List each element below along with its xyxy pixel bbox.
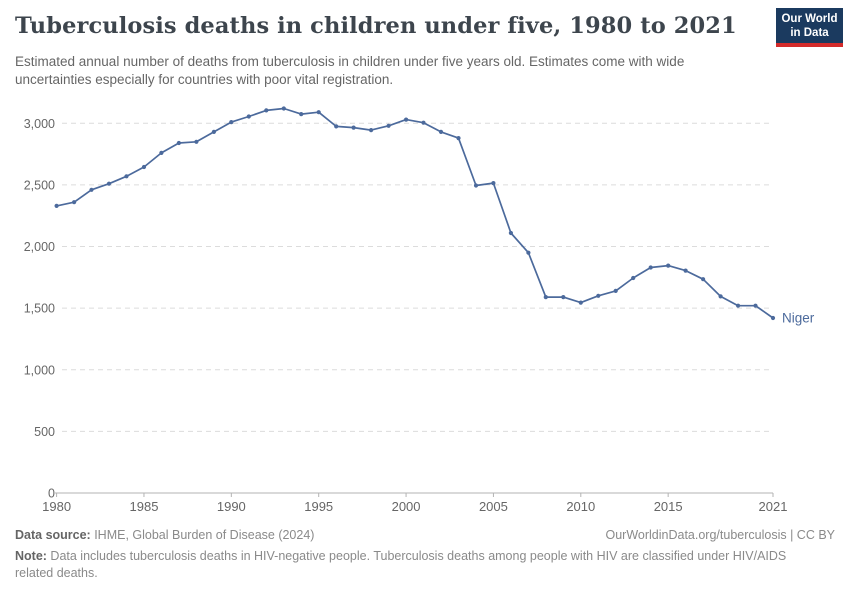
data-point[interactable]	[299, 112, 304, 117]
y-tick-label: 1,000	[24, 363, 55, 377]
owid-logo-line1: Our World	[781, 13, 838, 25]
owid-logo[interactable]: Our World in Data	[776, 8, 843, 47]
data-point[interactable]	[124, 174, 129, 179]
x-axis: 1980 1985 1990 1995 2000 2005 2010 2015 2021	[42, 493, 787, 514]
chart-note: Note: Data includes tuberculosis deaths …	[15, 548, 825, 582]
data-points	[54, 106, 776, 321]
data-point[interactable]	[578, 300, 583, 305]
x-tick-label: 2005	[479, 499, 508, 514]
data-point[interactable]	[386, 123, 391, 128]
data-point[interactable]	[561, 295, 566, 300]
chart-footer: Data source: IHME, Global Burden of Dise…	[15, 527, 835, 582]
data-point[interactable]	[106, 181, 112, 186]
y-tick-label: 1,500	[24, 302, 55, 316]
note-label: Note:	[15, 549, 47, 563]
data-point[interactable]	[54, 203, 59, 208]
x-tick-label: 2010	[566, 499, 595, 514]
data-source: Data source: IHME, Global Burden of Dise…	[15, 527, 314, 544]
data-point[interactable]	[229, 120, 234, 125]
data-point[interactable]	[736, 303, 741, 308]
data-point[interactable]	[281, 106, 286, 111]
data-point[interactable]	[613, 288, 618, 293]
data-point[interactable]	[508, 230, 513, 236]
line-chart: 0 500 1,000 1,500 2,000 2,500 3,000 1980 1985 199…	[0, 95, 850, 525]
y-tick-label: 3,000	[24, 117, 55, 131]
data-source-label: Data source:	[15, 528, 91, 542]
chart-title: Tuberculosis deaths in children under fi…	[15, 13, 737, 39]
gridlines: 0 500 1,000 1,500 2,000 2,500 3,000	[24, 117, 773, 501]
y-tick-label: 500	[34, 425, 55, 439]
data-point[interactable]	[351, 125, 356, 130]
data-point[interactable]	[176, 140, 181, 146]
data-point[interactable]	[264, 108, 269, 113]
x-tick-label: 2000	[392, 499, 421, 514]
data-point[interactable]	[316, 110, 321, 115]
data-point[interactable]	[666, 263, 671, 268]
x-tick-label: 2015	[654, 499, 683, 514]
y-tick-label: 0	[48, 487, 55, 501]
owid-link[interactable]: OurWorldinData.org/tuberculosis | CC BY	[605, 528, 836, 542]
data-point[interactable]	[491, 181, 496, 186]
data-point[interactable]	[369, 128, 374, 133]
x-tick-label: 2021	[759, 499, 788, 514]
line-chart-svg: 0 500 1,000 1,500 2,000 2,500 3,000 1980 1985 199…	[24, 106, 815, 514]
data-point[interactable]	[770, 315, 776, 321]
data-point[interactable]	[438, 129, 444, 134]
data-point[interactable]	[246, 114, 251, 119]
data-point[interactable]	[89, 187, 94, 192]
y-tick-label: 2,500	[24, 178, 55, 192]
series-label-niger[interactable]: Niger	[782, 311, 815, 326]
data-point[interactable]	[701, 277, 706, 282]
data-point[interactable]	[473, 183, 479, 188]
chart-subtitle: Estimated annual number of deaths from t…	[15, 54, 685, 87]
note-value: Data includes tuberculosis deaths in HIV…	[15, 549, 787, 580]
data-point[interactable]	[72, 200, 77, 205]
data-point[interactable]	[194, 139, 199, 144]
x-tick-label: 1995	[304, 499, 333, 514]
data-point[interactable]	[141, 164, 147, 170]
owid-logo-line2: in Data	[790, 27, 829, 39]
data-point[interactable]	[421, 120, 426, 125]
data-point[interactable]	[543, 295, 548, 300]
data-series-line[interactable]	[55, 107, 774, 319]
data-source-value: IHME, Global Burden of Disease (2024)	[90, 528, 315, 542]
data-point[interactable]	[596, 293, 601, 298]
x-tick-label: 1980	[42, 499, 71, 514]
data-point[interactable]	[334, 124, 339, 129]
data-point[interactable]	[631, 275, 636, 281]
data-point[interactable]	[211, 129, 216, 134]
data-point[interactable]	[159, 150, 164, 155]
data-point[interactable]	[683, 268, 688, 273]
y-tick-label: 2,000	[24, 240, 55, 254]
data-point[interactable]	[456, 136, 461, 141]
data-point[interactable]	[526, 250, 531, 255]
x-tick-label: 1985	[130, 499, 159, 514]
data-point[interactable]	[718, 294, 723, 299]
data-point[interactable]	[404, 117, 409, 122]
x-tick-label: 1990	[217, 499, 246, 514]
data-point[interactable]	[648, 265, 653, 270]
data-point[interactable]	[753, 303, 758, 308]
